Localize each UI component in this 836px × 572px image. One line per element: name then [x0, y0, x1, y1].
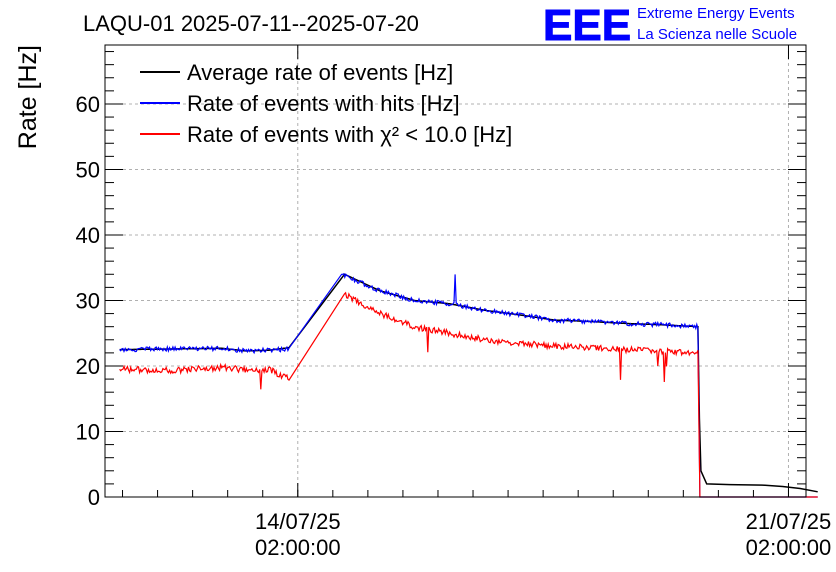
y-tick-label: 50: [76, 157, 100, 182]
y-tick-label: 30: [76, 288, 100, 313]
x-tick-label-time: 02:00:00: [746, 535, 832, 560]
x-tick-label-date: 14/07/25: [255, 509, 341, 534]
eee-logo-mark: EEE: [543, 1, 631, 50]
legend-label: Rate of events with hits [Hz]: [187, 91, 460, 116]
x-tick-label-time: 02:00:00: [255, 535, 341, 560]
y-tick-label: 60: [76, 92, 100, 117]
axes: 010203040506014/07/2502:00:0021/07/2502:…: [76, 44, 832, 560]
y-tick-label: 40: [76, 223, 100, 248]
y-tick-label: 20: [76, 354, 100, 379]
legend-label: Rate of events with χ² < 10.0 [Hz]: [187, 122, 512, 147]
eee-logo: EEE Extreme Energy Events La Scienza nel…: [543, 1, 798, 51]
chart-title: LAQU-01 2025-07-11--2025-07-20: [83, 11, 419, 36]
series-layer: [119, 272, 818, 498]
y-tick-label: 0: [88, 485, 100, 510]
legend-label: Average rate of events [Hz]: [187, 60, 453, 85]
x-tick-label-date: 21/07/25: [746, 509, 832, 534]
series-line: [119, 291, 818, 498]
eee-logo-line1: Extreme Energy Events: [637, 5, 795, 22]
y-tick-label: 10: [76, 419, 100, 444]
legend: Average rate of events [Hz] Rate of event…: [140, 60, 512, 147]
series-line: [119, 272, 818, 498]
y-axis-label: Rate [Hz]: [14, 45, 42, 149]
eee-logo-line2: La Scienza nelle Scuole: [637, 26, 797, 43]
plot-frame: [104, 44, 807, 498]
